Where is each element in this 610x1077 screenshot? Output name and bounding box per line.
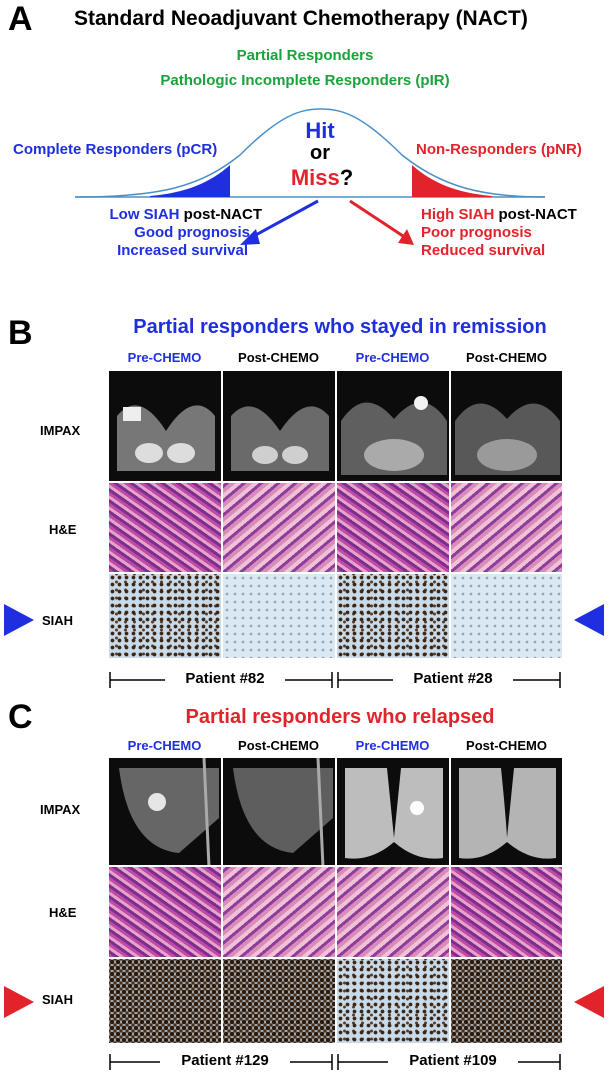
panel-a-letter: A [8, 0, 33, 38]
panel-c-he-2 [222, 866, 336, 958]
bell-curve-line [74, 108, 546, 198]
panel-c-right-arrowhead [574, 986, 604, 1018]
pir-label: Pathologic Incomplete Responders (pIR) [160, 72, 450, 89]
panel-a-title: Standard Neoadjuvant Chemotherapy (NACT) [74, 7, 528, 30]
panel-b-mri-2 [222, 370, 336, 482]
panel-c-patient-1: Patient #129 [160, 1052, 290, 1069]
panel-c-mri-2 [222, 757, 336, 866]
low-siah-note: Low SIAH post-NACT Good prognosis Increa… [109, 206, 263, 259]
panel-b-mri-4 [450, 370, 563, 482]
panel-b-mri-1 [108, 370, 222, 482]
panel-c-mri-4 [450, 757, 563, 866]
panel-b-col-3: Pre-CHEMO [355, 350, 430, 365]
panel-b-patient-1: Patient #82 [165, 670, 285, 687]
bell-curve-diagram [74, 108, 546, 245]
panel-c-col-3: Pre-CHEMO [355, 738, 430, 753]
panel-b-mri-3 [336, 370, 450, 482]
pcr-tail-shading [150, 165, 230, 197]
panel-b-row-he: H&E [49, 522, 77, 537]
panel-c-letter: C [8, 698, 33, 736]
left-arrow-shaft [251, 199, 319, 239]
panel-c-title: Partial responders who relapsed [185, 706, 495, 728]
panel-c-siah-1 [108, 958, 222, 1044]
panel-c-col-1: Pre-CHEMO [127, 738, 202, 753]
panel-b-he-4 [450, 482, 563, 573]
panel-c-siah-3 [336, 958, 450, 1044]
panel-b-patient-2: Patient #28 [393, 670, 513, 687]
panel-c-row-impax: IMPAX [40, 802, 81, 817]
panel-c-row-he: H&E [49, 905, 77, 920]
panel-b-right-arrowhead [574, 604, 604, 636]
panel-c-row-siah: SIAH [42, 992, 74, 1007]
panel-b-left-arrowhead [4, 604, 34, 636]
panel-b-siah-3 [336, 573, 450, 659]
panel-c-siah-2 [222, 958, 336, 1044]
panel-c-he-3 [336, 866, 450, 958]
panel-b-he-2 [222, 482, 336, 573]
panel-b-letter: B [8, 314, 33, 352]
hit-word: Hit [305, 118, 335, 143]
panel-c-col-2: Post-CHEMO [238, 738, 319, 753]
panel-b-he-1 [108, 482, 222, 573]
partial-responders-label: Partial Responders [236, 47, 374, 64]
panel-c-left-arrowhead [4, 986, 34, 1018]
non-responders-label: Non-Responders (pNR) [416, 141, 582, 158]
panel-c-patient-2: Patient #109 [388, 1052, 518, 1069]
panel-c-mri-3 [336, 757, 450, 866]
right-arrow-shaft [349, 199, 404, 238]
complete-responders-label: Complete Responders (pCR) [13, 141, 218, 158]
panel-c-siah-markers [4, 986, 604, 1018]
left-arrow-head [240, 229, 260, 245]
panel-b-siah-4 [450, 573, 563, 659]
panel-b-row-impax: IMPAX [40, 423, 81, 438]
panel-c-siah-4 [450, 958, 563, 1044]
panel-b-siah-markers [4, 604, 604, 636]
panel-c-col-4: Post-CHEMO [466, 738, 547, 753]
panel-b-row-siah: SIAH [42, 613, 74, 628]
panel-b-col-2: Post-CHEMO [238, 350, 319, 365]
panel-b-siah-1 [108, 573, 222, 659]
panel-c-patient-brackets [109, 1054, 561, 1070]
panel-b-title: Partial responders who stayed in remissi… [133, 316, 547, 338]
or-word: or [310, 142, 330, 164]
pnr-tail-shading [412, 165, 492, 197]
panel-c-mri-1 [108, 757, 222, 866]
high-siah-note: High SIAH post-NACT Poor prognosis Reduc… [421, 206, 577, 259]
panel-b-he-3 [336, 482, 450, 573]
panel-b-patient-brackets [109, 672, 561, 688]
miss-word: Miss? [290, 165, 354, 190]
panel-b-siah-2 [222, 573, 336, 659]
panel-b-col-1: Pre-CHEMO [127, 350, 202, 365]
panel-c-he-4 [450, 866, 563, 958]
right-arrow-head [398, 229, 414, 245]
panel-b-col-4: Post-CHEMO [466, 350, 547, 365]
panel-c-he-1 [108, 866, 222, 958]
